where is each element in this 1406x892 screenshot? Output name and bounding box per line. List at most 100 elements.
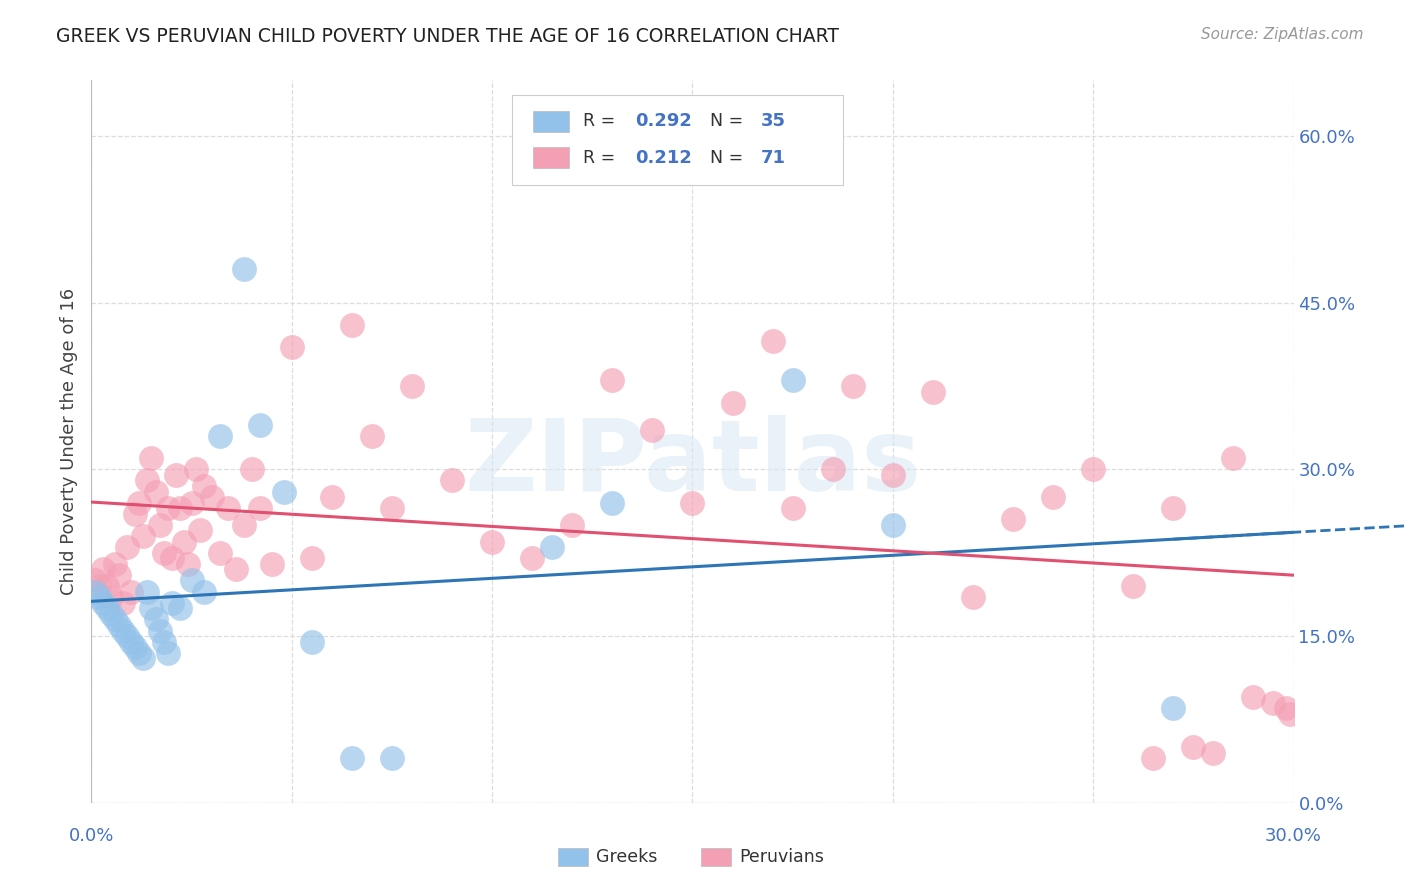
Point	[782, 501, 804, 516]
Point	[440, 474, 463, 488]
Point	[401, 379, 423, 393]
Point	[1182, 740, 1205, 755]
Point	[156, 501, 179, 516]
Text: 35: 35	[761, 112, 786, 130]
Point	[561, 517, 583, 532]
Point	[108, 618, 131, 632]
Point	[180, 496, 202, 510]
Text: Greeks: Greeks	[596, 848, 658, 866]
Point	[962, 590, 984, 604]
Point	[721, 395, 744, 409]
Point	[84, 584, 107, 599]
Point	[217, 501, 239, 516]
Point	[541, 540, 564, 554]
Point	[1083, 462, 1105, 476]
Point	[301, 634, 323, 648]
Point	[117, 629, 139, 643]
Point	[93, 596, 115, 610]
Point	[232, 262, 254, 277]
Point	[121, 584, 143, 599]
Point	[522, 551, 544, 566]
Text: GREEK VS PERUVIAN CHILD POVERTY UNDER THE AGE OF 16 CORRELATION CHART: GREEK VS PERUVIAN CHILD POVERTY UNDER TH…	[56, 27, 839, 45]
Point	[104, 612, 127, 626]
Point	[93, 562, 115, 576]
Point	[148, 517, 170, 532]
Text: 30.0%: 30.0%	[1265, 827, 1322, 845]
Point	[173, 534, 195, 549]
Point	[121, 634, 143, 648]
Point	[602, 496, 624, 510]
Point	[260, 557, 283, 571]
Point	[882, 517, 904, 532]
Point	[128, 646, 150, 660]
Point	[184, 462, 207, 476]
Point	[201, 490, 224, 504]
FancyBboxPatch shape	[558, 847, 588, 866]
Point	[104, 557, 127, 571]
Point	[681, 496, 703, 510]
Point	[1122, 579, 1144, 593]
Point	[882, 467, 904, 482]
Point	[1163, 701, 1185, 715]
Point	[89, 579, 111, 593]
FancyBboxPatch shape	[512, 95, 842, 185]
Point	[481, 534, 503, 549]
Point	[148, 624, 170, 638]
FancyBboxPatch shape	[533, 147, 568, 169]
Point	[145, 612, 167, 626]
Point	[132, 529, 155, 543]
Text: 0.212: 0.212	[634, 149, 692, 167]
Point	[136, 584, 159, 599]
Point	[108, 568, 131, 582]
Point	[117, 540, 139, 554]
Point	[1163, 501, 1185, 516]
Point	[141, 451, 163, 466]
Point	[249, 501, 271, 516]
Point	[160, 596, 183, 610]
FancyBboxPatch shape	[533, 111, 568, 132]
Point	[124, 640, 146, 655]
Point	[193, 479, 215, 493]
Text: Peruvians: Peruvians	[740, 848, 824, 866]
Point	[762, 334, 785, 349]
Text: 0.292: 0.292	[634, 112, 692, 130]
Text: N =: N =	[710, 149, 749, 167]
Point	[232, 517, 254, 532]
Point	[782, 373, 804, 387]
Point	[922, 384, 945, 399]
Point	[360, 429, 382, 443]
Point	[1001, 512, 1024, 526]
Text: Source: ZipAtlas.com: Source: ZipAtlas.com	[1201, 27, 1364, 42]
Point	[240, 462, 263, 476]
Point	[208, 546, 231, 560]
Point	[301, 551, 323, 566]
Point	[165, 467, 187, 482]
Point	[188, 524, 211, 538]
Point	[1042, 490, 1064, 504]
Point	[381, 501, 404, 516]
Point	[273, 484, 295, 499]
Point	[145, 484, 167, 499]
Point	[152, 546, 174, 560]
Point	[1274, 701, 1296, 715]
Point	[225, 562, 247, 576]
Point	[841, 379, 863, 393]
Point	[340, 751, 363, 765]
Point	[1202, 746, 1225, 760]
Point	[821, 462, 844, 476]
Point	[208, 429, 231, 443]
Point	[193, 584, 215, 599]
Point	[96, 601, 118, 615]
Point	[128, 496, 150, 510]
Point	[96, 579, 118, 593]
Point	[84, 574, 107, 588]
Point	[1142, 751, 1164, 765]
Point	[136, 474, 159, 488]
Point	[160, 551, 183, 566]
Text: N =: N =	[710, 112, 749, 130]
Point	[340, 318, 363, 332]
Point	[180, 574, 202, 588]
Text: R =: R =	[583, 112, 621, 130]
Point	[281, 340, 304, 354]
Point	[112, 596, 135, 610]
